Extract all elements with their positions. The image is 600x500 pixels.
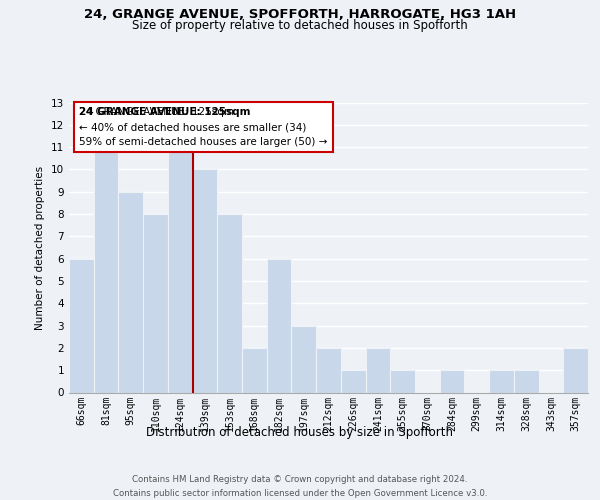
Text: 24 GRANGE AVENUE: 125sqm
← 40% of detached houses are smaller (34)
59% of semi-d: 24 GRANGE AVENUE: 125sqm ← 40% of detach… (79, 107, 328, 148)
Bar (514, 370, 539, 392)
Text: Contains HM Land Registry data © Crown copyright and database right 2024.
Contai: Contains HM Land Registry data © Crown c… (113, 476, 487, 498)
Text: 24 GRANGE AVENUE: 125sqm: 24 GRANGE AVENUE: 125sqm (79, 107, 251, 117)
Bar (217, 214, 242, 392)
Bar (316, 348, 341, 393)
Bar (563, 348, 588, 393)
Bar (267, 258, 292, 392)
Y-axis label: Number of detached properties: Number of detached properties (35, 166, 46, 330)
Bar (69, 258, 94, 392)
Bar (94, 147, 118, 392)
Text: Size of property relative to detached houses in Spofforth: Size of property relative to detached ho… (132, 19, 468, 32)
Bar (118, 192, 143, 392)
Bar (365, 348, 390, 393)
Bar (193, 170, 217, 392)
Bar (489, 370, 514, 392)
Bar (168, 147, 193, 392)
Bar (292, 326, 316, 392)
Bar (143, 214, 168, 392)
Bar (242, 348, 267, 393)
Bar (440, 370, 464, 392)
Text: 24, GRANGE AVENUE, SPOFFORTH, HARROGATE, HG3 1AH: 24, GRANGE AVENUE, SPOFFORTH, HARROGATE,… (84, 8, 516, 20)
Text: Distribution of detached houses by size in Spofforth: Distribution of detached houses by size … (146, 426, 454, 439)
Bar (341, 370, 365, 392)
Bar (390, 370, 415, 392)
